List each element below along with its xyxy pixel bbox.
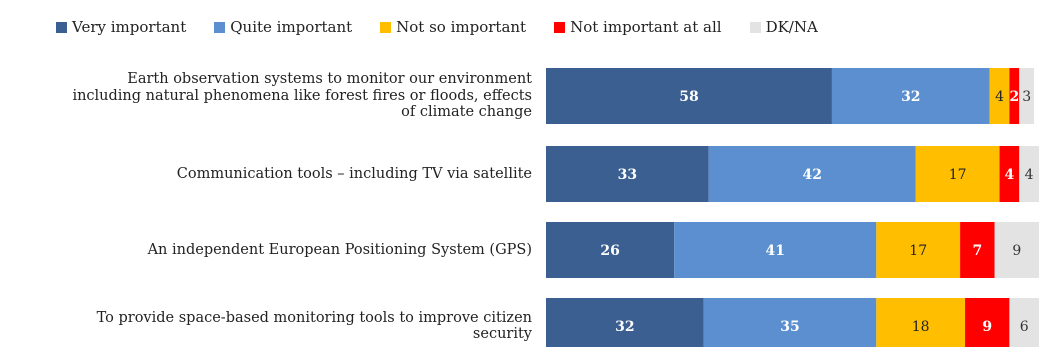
bar-value-label: 2 xyxy=(1009,89,1019,105)
bar-value-label: 33 xyxy=(618,167,637,183)
bar-value-label: 35 xyxy=(780,319,799,335)
category-label: Earth observation systems to monitor our… xyxy=(0,71,532,121)
category-label-line: security xyxy=(472,326,532,342)
bar-value-label: 6 xyxy=(1020,319,1029,335)
legend-swatch xyxy=(554,21,566,33)
legend-swatch xyxy=(214,21,226,33)
bar-segment xyxy=(1019,68,1035,124)
legend-label: Not important at all xyxy=(570,18,722,36)
bar-value-label: 17 xyxy=(909,243,927,259)
bar-segment xyxy=(708,146,916,202)
bar-value-label: 26 xyxy=(600,243,619,259)
bar-segment xyxy=(999,146,1020,202)
legend-item-1: Quite important xyxy=(214,18,352,36)
legend-label: Quite important xyxy=(230,18,353,36)
bar-segment xyxy=(546,68,832,124)
bar-segment xyxy=(831,68,990,124)
legend-swatch xyxy=(56,21,67,33)
bar-value-label: 4 xyxy=(1005,167,1015,183)
category-label-line: An independent European Positioning Syst… xyxy=(147,241,532,258)
category-label-line: of climate change xyxy=(401,104,532,121)
category-label-line: To provide space-based monitoring tools … xyxy=(96,309,532,326)
category-label-line: including natural phenomena like forest … xyxy=(72,87,532,104)
legend-item-3: Not important at all xyxy=(554,18,722,36)
bar-value-label: 32 xyxy=(615,319,634,335)
bar-value-label: 41 xyxy=(766,243,785,259)
bar-segment xyxy=(546,298,704,347)
bar-value-label: 7 xyxy=(973,243,983,259)
legend-swatch xyxy=(749,21,761,33)
bar-segment xyxy=(994,222,1039,278)
bar-value-label: 3 xyxy=(1022,89,1031,105)
bar-value-label: 9 xyxy=(1012,243,1021,259)
legend-label: Not so important xyxy=(396,18,527,36)
category-label: To provide space-based monitoring tools … xyxy=(0,310,532,343)
bar-value-label: 18 xyxy=(912,319,930,335)
bar-segment xyxy=(1009,68,1020,124)
legend-label: Very important xyxy=(72,18,187,36)
legend-label: DK/NA xyxy=(765,18,818,36)
bar-segment xyxy=(546,146,709,202)
legend-item-2: Not so important xyxy=(380,18,526,36)
bar-segment xyxy=(703,298,877,347)
bar-value-label: 4 xyxy=(995,89,1004,105)
bar-segment xyxy=(876,222,961,278)
bar-value-label: 32 xyxy=(901,89,920,105)
bar-segment xyxy=(1019,146,1039,202)
category-label: An independent European Positioning Syst… xyxy=(0,242,532,259)
bar-value-label: 17 xyxy=(949,167,967,183)
bar-value-label: 58 xyxy=(679,89,698,105)
bar-segment xyxy=(1009,298,1039,347)
bar-segment xyxy=(915,146,1000,202)
legend-item-4: DK/NA xyxy=(749,18,818,36)
bar-segment xyxy=(989,68,1010,124)
bar-segment xyxy=(965,298,1010,347)
bar-segment xyxy=(960,222,995,278)
bar-segment xyxy=(546,222,675,278)
bar-value-label: 9 xyxy=(982,319,992,335)
category-label-line: Earth observation systems to monitor our… xyxy=(127,71,532,88)
legend-swatch xyxy=(380,21,392,33)
bar-value-label: 4 xyxy=(1025,167,1034,183)
bar-segment xyxy=(674,222,877,278)
legend-item-0: Very important xyxy=(56,18,186,36)
category-label: Communication tools – including TV via s… xyxy=(0,166,532,183)
bar-value-label: 42 xyxy=(802,167,821,183)
bar-segment xyxy=(876,298,966,347)
category-label-line: Communication tools – including TV via s… xyxy=(176,165,532,182)
legend: Very important Quite important Not so impo… xyxy=(56,14,818,40)
